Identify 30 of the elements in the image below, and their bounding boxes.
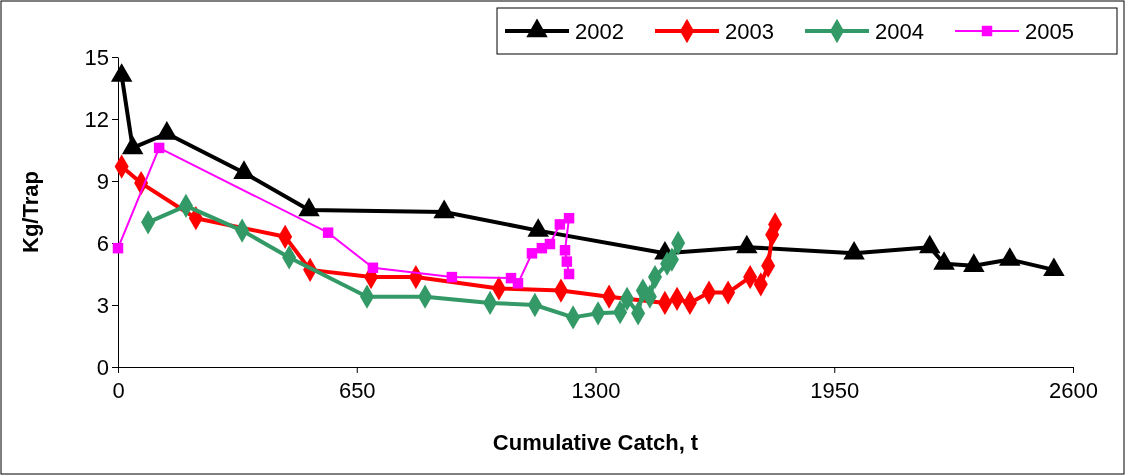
legend-label: 2004 (875, 18, 924, 44)
point (512, 278, 524, 289)
x-tick-label: 1300 (571, 378, 621, 403)
point (322, 227, 334, 238)
x-tick-label: 2600 (1049, 378, 1098, 403)
point (367, 262, 379, 274)
x-tick-label: 650 (338, 378, 376, 403)
point (153, 142, 165, 154)
point (559, 244, 571, 256)
legend-label: 2005 (1025, 18, 1074, 44)
point (446, 271, 458, 283)
y-tick-label: 12 (84, 106, 109, 132)
y-tick-label: 9 (96, 168, 109, 194)
point (112, 242, 124, 254)
point (561, 256, 573, 267)
x-tick-label: 0 (112, 378, 125, 403)
point (526, 248, 538, 259)
point (563, 268, 575, 280)
y-tick-label: 15 (84, 44, 109, 70)
legend-label: 2003 (725, 18, 774, 44)
point (554, 219, 566, 230)
y-tick-label: 6 (96, 230, 109, 256)
y-tick-label: 0 (96, 354, 109, 380)
point (563, 212, 575, 224)
point (544, 238, 556, 250)
y-axis-title: Kg/Trap (18, 171, 43, 253)
legend-label: 2002 (575, 18, 624, 44)
x-tick-label: 1950 (810, 378, 860, 403)
y-tick-label: 3 (96, 292, 109, 318)
x-axis-title: Cumulative Catch, t (492, 430, 699, 455)
